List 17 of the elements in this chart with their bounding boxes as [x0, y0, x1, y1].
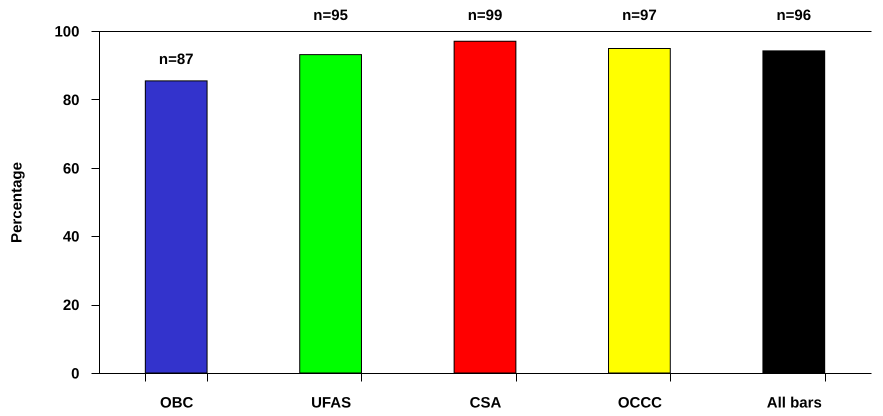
- x-tick-label: All bars: [766, 394, 822, 412]
- y-tick-label: 0: [71, 366, 80, 382]
- y-tick-label: 40: [62, 228, 80, 246]
- x-tick-label: CSA: [470, 394, 502, 412]
- x-tick-label: OBC: [160, 394, 194, 412]
- annotation: n=97: [622, 7, 657, 24]
- annotation: n=99: [468, 7, 502, 24]
- y-tick-label: 60: [62, 160, 80, 178]
- y-tick-label: 20: [62, 297, 80, 314]
- annotation: n=96: [776, 7, 812, 24]
- annotation: n=87: [158, 50, 194, 68]
- y-tick-label: 80: [62, 92, 80, 109]
- x-tick-label: OCCC: [618, 394, 662, 412]
- y-tick-label: 100: [54, 24, 80, 40]
- x-tick-label: UFAS: [311, 394, 352, 412]
- y-axis-title: Percentage: [8, 162, 26, 243]
- annotation: n=95: [313, 7, 348, 24]
